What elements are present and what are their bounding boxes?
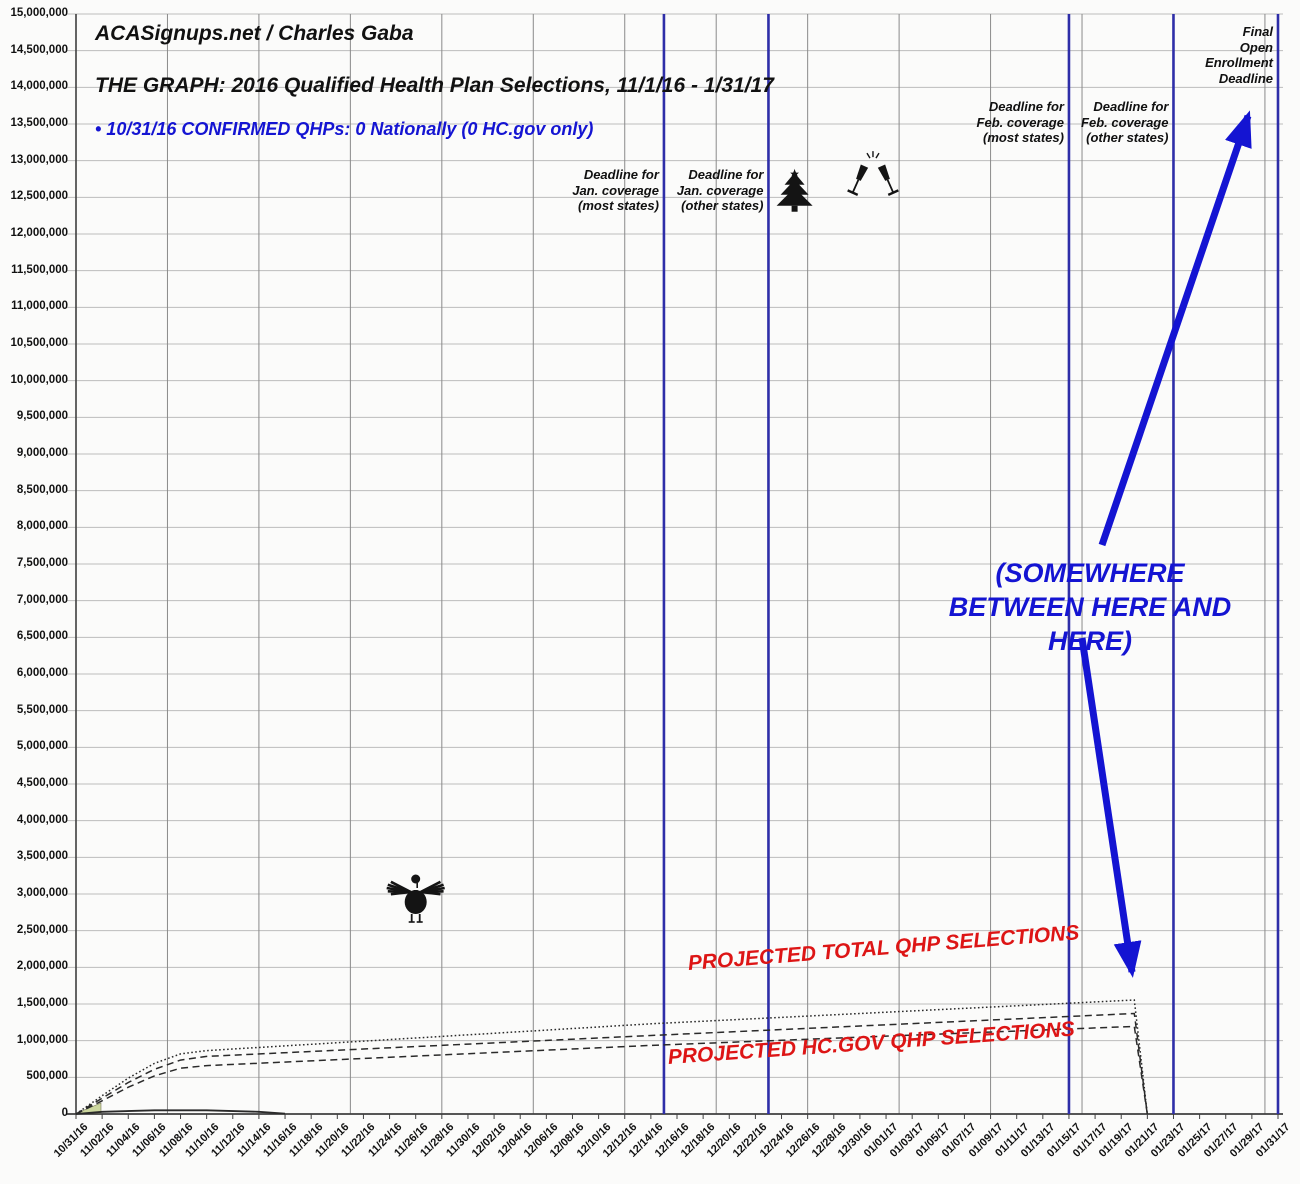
y-tick-label: 1,000,000 [16,1033,68,1046]
deadline-label: Deadline for Feb. coverage (most states) [977,99,1064,146]
y-tick-label: 13,000,000 [10,153,68,166]
series-projected-total-qhp-selections [75,999,1149,1115]
deadline-label-line: Deadline for [688,167,764,182]
deadline-label-line: Feb. coverage [1081,114,1169,130]
y-tick-label: 9,500,000 [16,410,68,423]
y-tick-label: 10,500,000 [10,337,68,349]
y-tick-label: 7,000,000 [16,593,68,606]
y-tick-label: 12,500,000 [10,190,68,203]
y-tick-label: 7,500,000 [16,557,68,569]
y-tick-label: 6,500,000 [16,630,68,643]
y-tick-label: 8,500,000 [16,483,68,496]
deadline-label-line: Enrollment [1205,55,1273,70]
y-tick-label: 9,000,000 [16,447,68,459]
somewhere-between-annotation: (SOMEWHERE BETWEEN HERE AND HERE) [948,558,1232,656]
deadline-label-line: Open [1239,39,1273,55]
deadline-label-line: Deadline for [583,167,659,182]
deadline-label-line: Deadline for [988,99,1064,114]
y-tick-label: 500,000 [26,1070,68,1083]
y-tick-label: 5,000,000 [16,740,68,753]
y-tick-label: 4,000,000 [16,813,68,826]
series-confirmed-qhps-to-date [75,1109,286,1115]
y-tick-label: 10,000,000 [10,373,68,386]
deadline-label: Final Open Enrollment Deadline [1205,24,1273,86]
y-tick-label: 13,500,000 [10,117,68,129]
series-projected-mid-range-qhp-selections [75,1012,1149,1115]
y-tick-label: 1,500,000 [16,997,68,1009]
deadline-label-line: (most states) [983,130,1064,145]
deadline-label: Deadline for Jan. coverage (most states) [572,167,659,214]
christmas-tree-icon [776,168,813,212]
y-tick-label: 11,500,000 [11,263,68,276]
arrow-up-to-final-deadline [1098,110,1252,547]
deadline-label-line: (other states) [681,198,764,213]
y-tick-label: 2,500,000 [16,923,68,936]
series-projected-hc-gov-qhp-selections [75,1025,1149,1115]
deadline-label: Deadline for Jan. coverage (other states) [677,167,764,214]
deadline-label-line: Final [1242,24,1273,39]
deadline-label: Deadline for Feb. coverage (other states) [1081,99,1168,146]
y-tick-label: 3,000,000 [16,887,68,899]
y-tick-label: 4,500,000 [16,777,68,789]
y-tick-label: 15,000,000 [10,7,68,19]
y-tick-label: 12,000,000 [10,227,68,239]
page-title: THE GRAPH: 2016 Qualified Health Plan Se… [95,74,774,97]
deadline-label-line: Jan. coverage [676,182,764,198]
deadline-label-line: Deadline [1218,70,1273,86]
confirmed-qhp-note: • 10/31/16 CONFIRMED QHPs: 0 Nationally … [95,119,594,139]
y-tick-label: 2,000,000 [16,960,68,973]
source-byline: ACASignups.net / Charles Gaba [95,22,414,45]
y-tick-label: 6,000,000 [16,667,68,679]
champagne-glasses-icon [847,151,899,196]
y-tick-label: 11,000,000 [11,300,68,313]
deadline-label-line: Feb. coverage [976,114,1064,130]
y-tick-label: 14,000,000 [10,80,68,93]
y-tick-label: 0 [61,1107,68,1119]
turkey-icon [386,874,445,923]
deadline-label-line: Jan. coverage [572,182,659,198]
y-tick-label: 14,500,000 [10,43,68,56]
y-tick-label: 5,500,000 [16,703,68,716]
y-tick-label: 8,000,000 [16,520,68,533]
deadline-label-line: (other states) [1086,130,1169,145]
arrow-down-to-projection-end [1078,637,1142,978]
deadline-label-line: (most states) [578,198,659,213]
y-tick-label: 3,500,000 [16,850,68,863]
deadline-label-line: Deadline for [1093,99,1169,114]
